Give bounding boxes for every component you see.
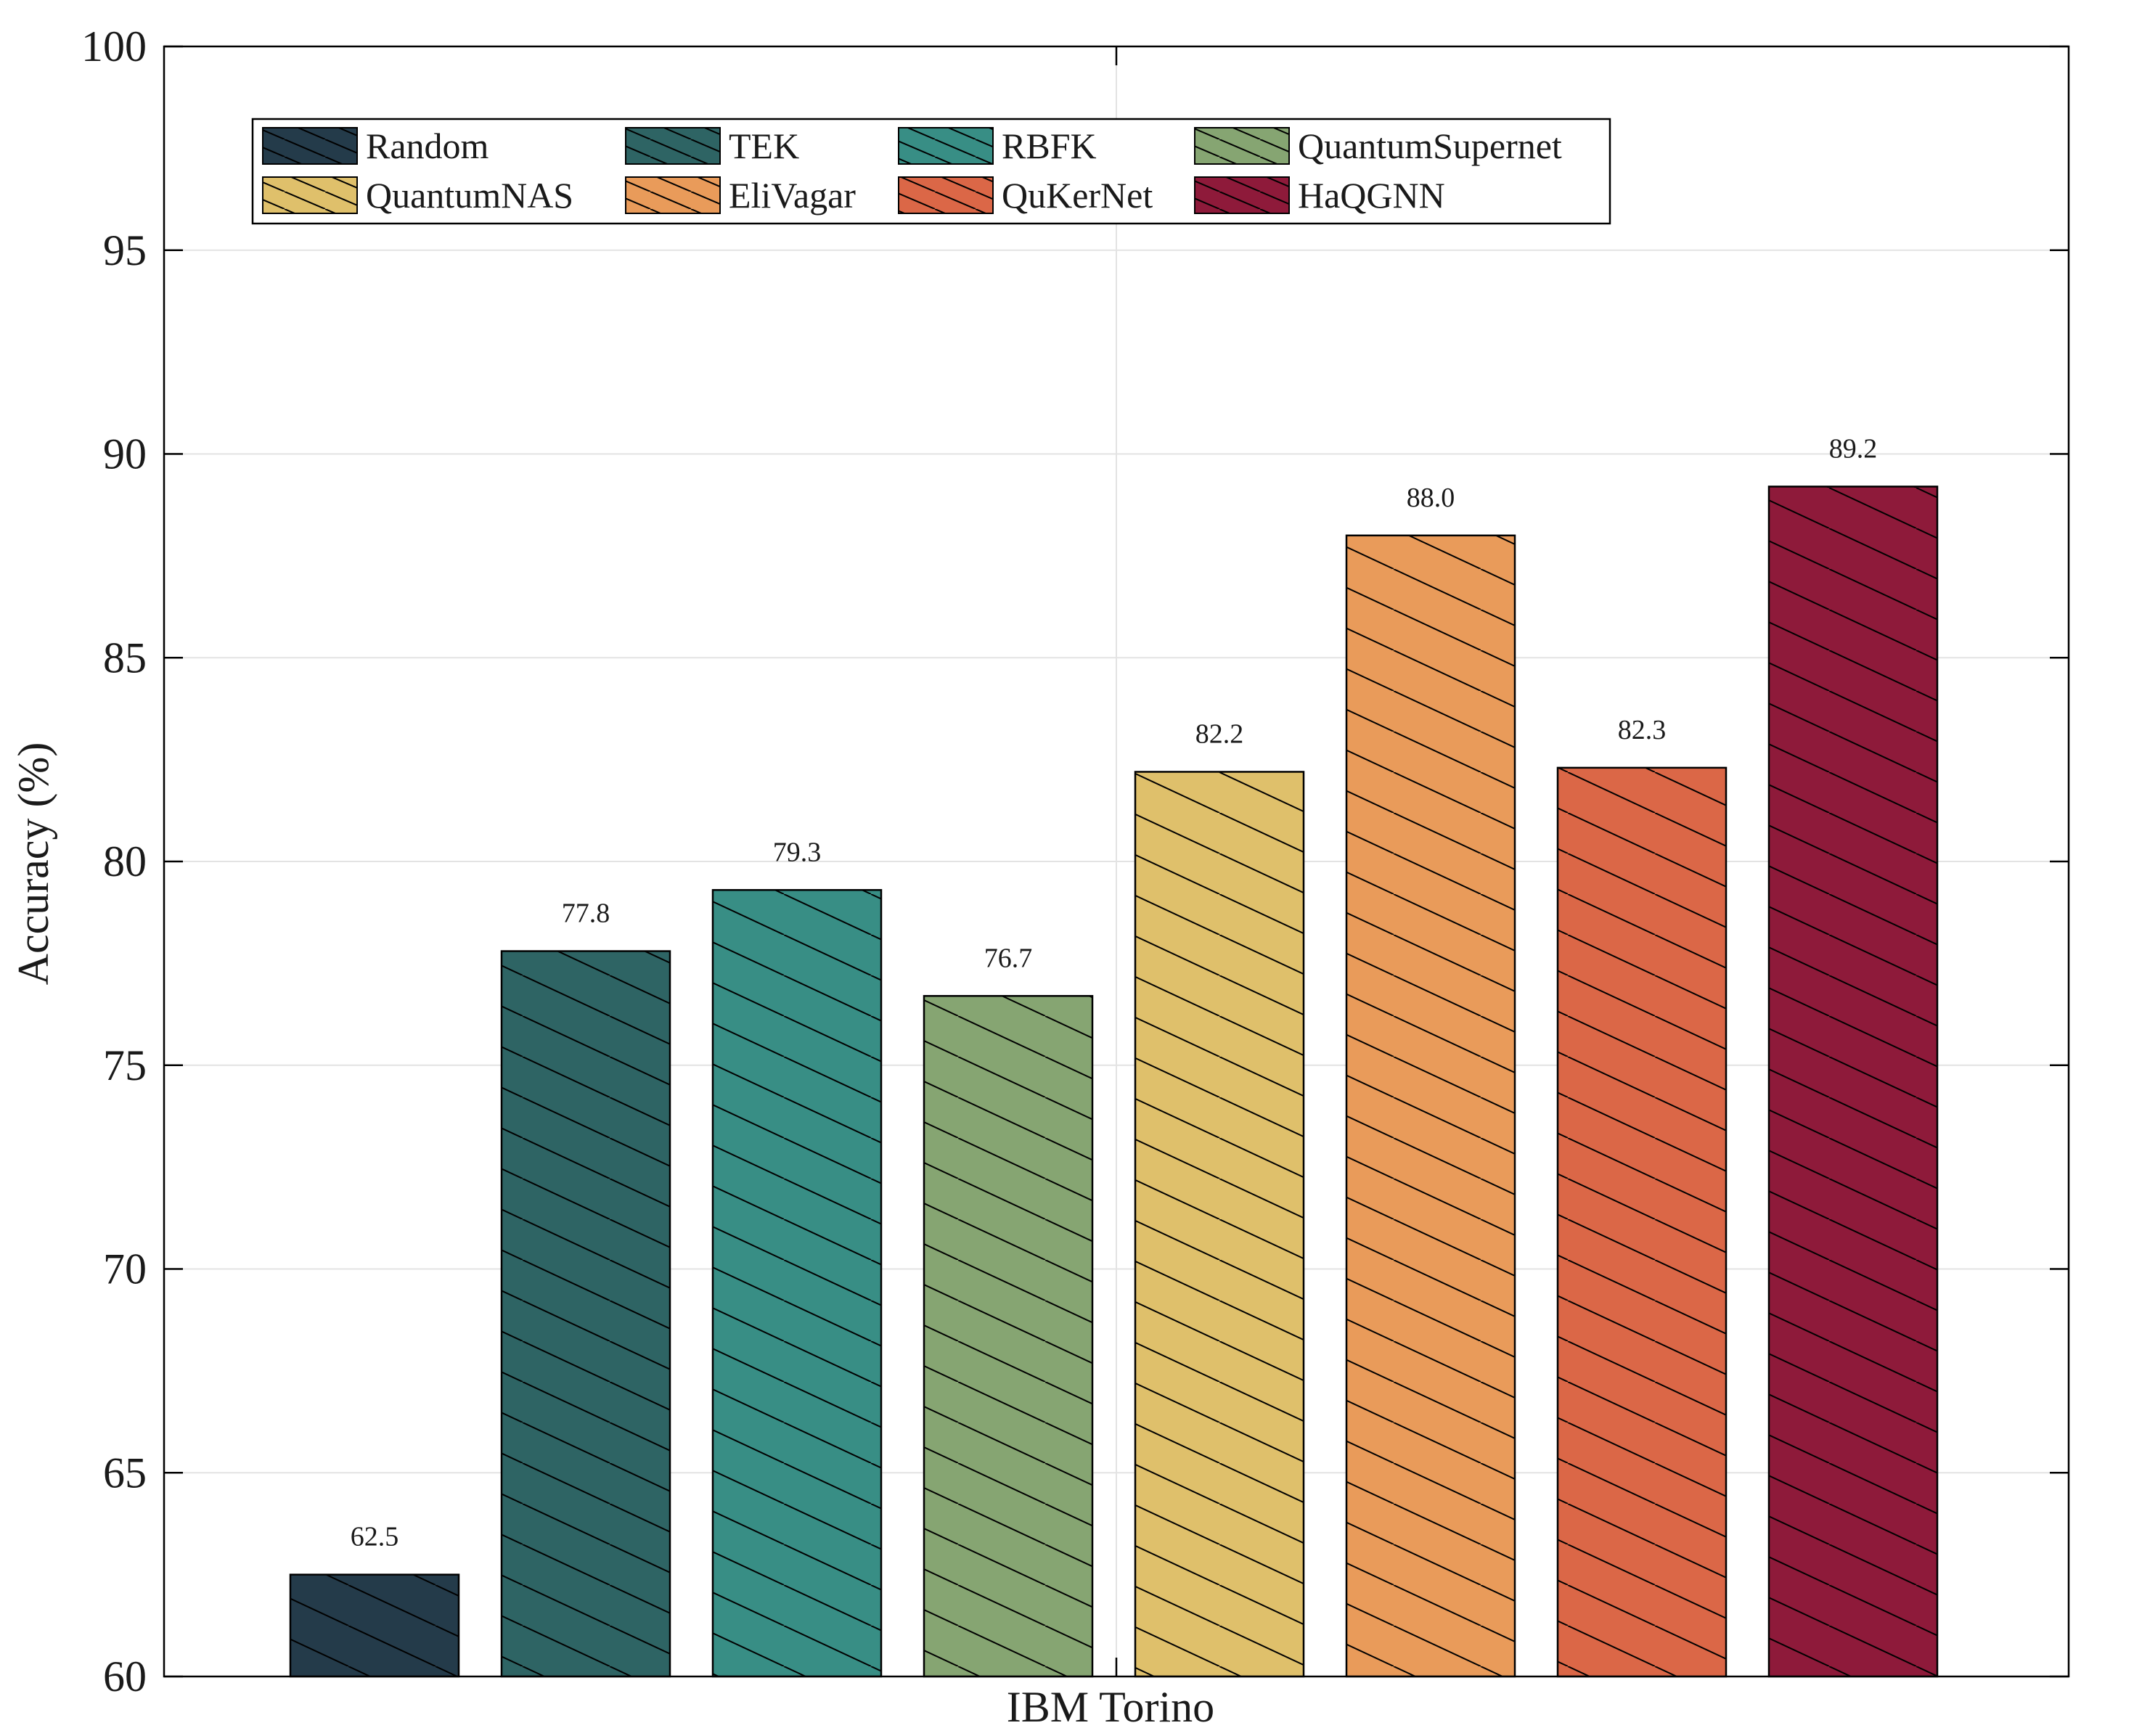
- legend-label-rbfk: RBFK: [1002, 126, 1097, 166]
- y-axis-title: Accuracy (%): [9, 742, 57, 986]
- y-tick-label-100: 100: [81, 22, 147, 70]
- data-label-qukernet: 82.3: [1618, 715, 1667, 745]
- bar-hatch-quantumnas: [1134, 771, 1305, 1678]
- y-tick-label-95: 95: [103, 226, 147, 274]
- legend: Random TEK RBFK QuantumSupernet QuantumNAS El…: [251, 118, 1611, 225]
- data-label-rbfk: 79.3: [773, 837, 822, 867]
- data-label-random: 62.5: [351, 1522, 399, 1552]
- legend-swatch-hatch-elivagar: [625, 176, 721, 214]
- bar-hatch-qukernet: [1556, 766, 1728, 1678]
- data-label-elivagar: 88.0: [1407, 483, 1455, 513]
- legend-swatch-hatch-rbfk: [898, 127, 994, 165]
- data-label-tek: 77.8: [562, 898, 610, 929]
- bar-hatch-random: [289, 1573, 460, 1678]
- y-axis-ticks: 60 65 70 75 80 85 90 95 100: [81, 22, 2069, 1700]
- y-tick-label-85: 85: [103, 634, 147, 681]
- legend-swatch-hatch-quantumnas: [262, 176, 358, 214]
- bar-hatch-quantumsupernet: [923, 995, 1094, 1678]
- bar-hatch-tek: [500, 950, 671, 1678]
- y-tick-label-65: 65: [103, 1449, 147, 1497]
- y-tick-label-70: 70: [103, 1245, 147, 1293]
- legend-swatch-hatch-tek: [625, 127, 721, 165]
- x-axis-title: IBM Torino: [1007, 1683, 1214, 1731]
- data-labels: 62.5 77.8 79.3 76.7 82.2 88.0 82.3 89.2: [351, 433, 1878, 1552]
- legend-label-quantumsupernet: QuantumSupernet: [1298, 126, 1562, 166]
- legend-label-quantumnas: QuantumNAS: [366, 175, 573, 216]
- legend-label-qukernet: QuKerNet: [1002, 175, 1153, 216]
- legend-swatch-hatch-qukernet: [898, 176, 994, 214]
- y-tick-label-60: 60: [103, 1653, 147, 1700]
- y-tick-label-75: 75: [103, 1041, 147, 1089]
- y-tick-label-90: 90: [103, 430, 147, 478]
- y-tick-label-80: 80: [103, 838, 147, 885]
- legend-swatch-hatch-random: [262, 127, 358, 165]
- bar-hatch-elivagar: [1345, 534, 1516, 1678]
- legend-label-tek: TEK: [729, 126, 799, 166]
- data-label-quantumsupernet: 76.7: [984, 943, 1033, 973]
- bars: [289, 486, 1939, 1678]
- data-label-quantumnas: 82.2: [1195, 718, 1244, 749]
- legend-label-random: Random: [366, 126, 489, 166]
- data-label-haqgnn: 89.2: [1829, 433, 1878, 464]
- legend-swatch-hatch-haqgnn: [1194, 176, 1290, 214]
- legend-label-haqgnn: HaQGNN: [1298, 175, 1445, 216]
- bar-hatch-haqgnn: [1767, 486, 1939, 1678]
- legend-swatch-hatch-quantumsupernet: [1194, 127, 1290, 165]
- bar-hatch-rbfk: [711, 889, 883, 1678]
- legend-label-elivagar: EliVagar: [729, 175, 856, 216]
